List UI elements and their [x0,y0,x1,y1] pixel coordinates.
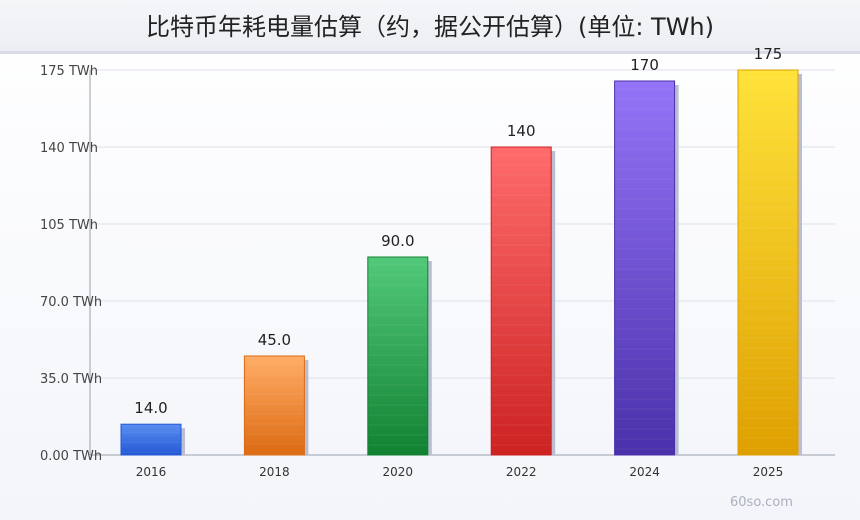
gridlines [90,69,835,379]
value-label-2022: 140 [507,122,536,140]
bar-2024 [614,80,676,456]
value-label-2024: 170 [630,56,659,74]
y-tick-label: 70.0 TWh [40,295,102,310]
y-tick-label: 140 TWh [40,141,98,156]
labels: 0.00 TWh 35.0 TWh 70.0 TWh 105 TWh 140 TWh 17… [40,45,783,479]
bar-2018 [243,355,305,456]
y-tick-label: 35.0 TWh [40,372,102,387]
value-label-2018: 45.0 [258,331,291,349]
value-label-2016: 14.0 [134,399,167,417]
chart-title: 比特币年耗电量估算（约，据公开估算）(单位: TWh) [145,13,715,41]
y-tick-label: 0.00 TWh [40,449,102,464]
x-tick-label-2025: 2025 [753,465,784,479]
x-tick-label-2024: 2024 [629,465,660,479]
bar-2020 [367,256,429,456]
axes [89,70,835,456]
y-tick-label: 175 TWh [40,64,98,79]
bar-2022 [490,146,552,456]
value-label-2025: 175 [754,45,783,63]
bars [120,69,802,456]
bar-2025 [737,69,799,456]
title-bar [0,0,860,54]
x-tick-label-2016: 2016 [136,465,167,479]
x-tick-label-2018: 2018 [259,465,290,479]
value-label-2020: 90.0 [381,232,414,250]
watermark: 60so.com [730,495,793,510]
bar-2016 [120,423,182,456]
x-tick-label-2020: 2020 [383,465,414,479]
y-tick-label: 105 TWh [40,218,98,233]
x-tick-label-2022: 2022 [506,465,537,479]
